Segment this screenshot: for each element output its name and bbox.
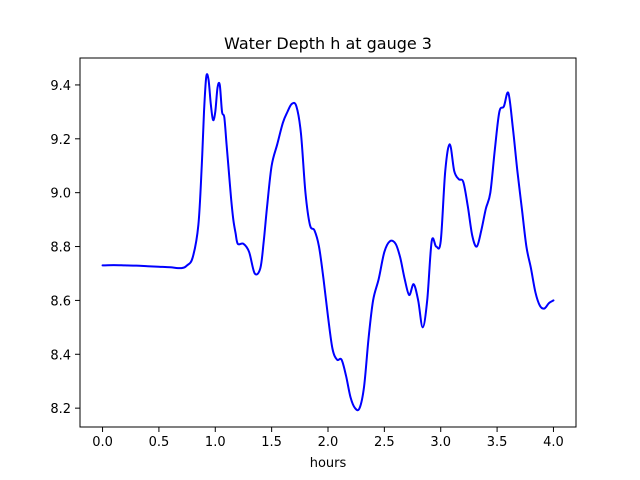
x-tick-label: 3.5 [487, 435, 508, 450]
x-tick-label: 0.5 [149, 435, 170, 450]
y-tick-label: 8.2 [50, 402, 71, 417]
chart-title: Water Depth h at gauge 3 [224, 34, 432, 53]
x-tick-label: 0.0 [92, 435, 113, 450]
y-tick-label: 8.8 [50, 241, 71, 256]
y-tick-label: 8.6 [50, 294, 71, 309]
y-tick-label: 9.4 [50, 79, 71, 94]
x-tick-label: 4.0 [543, 435, 564, 450]
x-tick-label: 1.0 [205, 435, 226, 450]
x-axis-label: hours [310, 456, 347, 471]
y-tick-label: 9.0 [50, 187, 71, 202]
y-tick-label: 9.2 [50, 133, 71, 148]
x-tick-label: 2.0 [318, 435, 339, 450]
x-tick-label: 2.5 [374, 435, 395, 450]
y-tick-label: 8.4 [50, 348, 71, 363]
x-tick-label: 1.5 [261, 435, 282, 450]
series-line [101, 73, 555, 412]
plot-frame [79, 57, 577, 428]
tick-group: 0.0 0.5 1.0 1.5 2.0 2.5 3.0 3.5 4.0 8.2 8.4 8.6 8.8 9… [50, 79, 563, 450]
x-tick-label: 3.0 [430, 435, 451, 450]
